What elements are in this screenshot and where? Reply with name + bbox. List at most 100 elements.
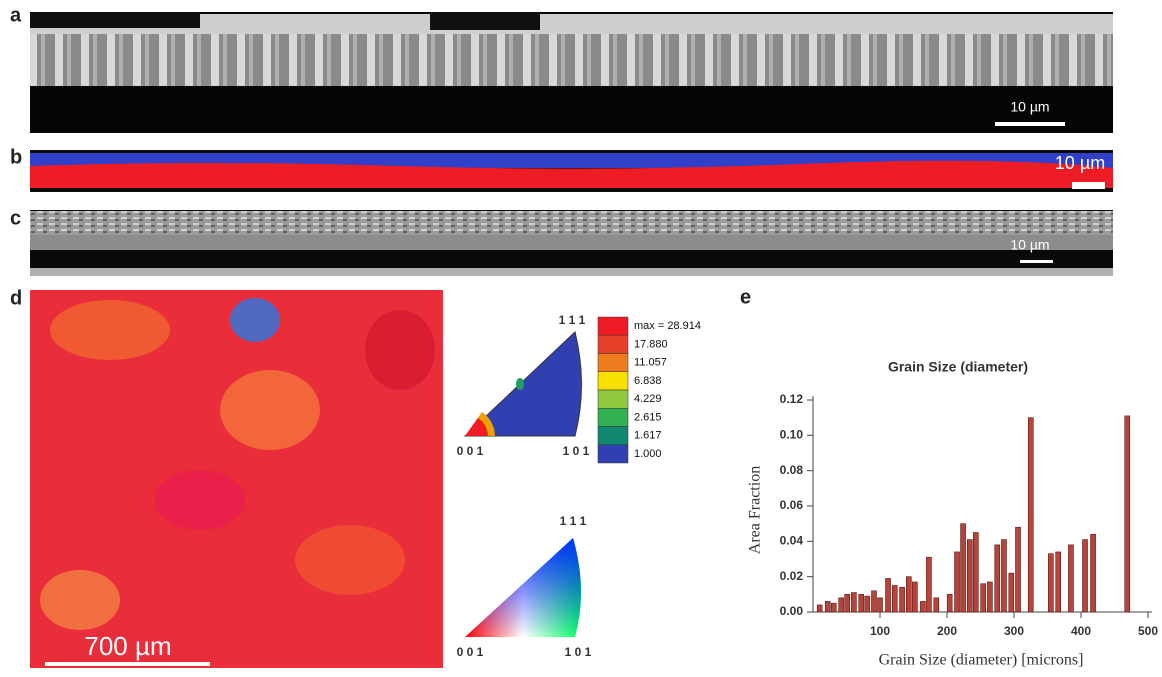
bar [1090,533,1096,613]
legend-label: 2.615 [634,411,662,423]
x-tick-label: 500 [1138,624,1158,638]
bar [830,602,837,613]
bar [954,551,960,613]
bar [824,601,831,613]
x-tick-label: 400 [1071,624,1091,638]
corner-label: 1 1 1 [559,313,586,327]
bar [966,539,973,613]
legend-label: 17.880 [634,338,668,350]
bar [1008,572,1015,613]
bar [1015,526,1021,613]
y-tick-label: 0.12 [780,392,804,406]
panel-label: c [10,207,21,229]
y-tick-label: 0.00 [780,604,804,618]
plot: 0.00 0.02 0.04 0.06 0.08 0.10 0.12 100 200 300 400… [780,392,1159,638]
panel-label: d [10,287,22,309]
legend-swatch [597,408,629,427]
bar [920,601,926,613]
bar [1048,553,1054,613]
legend-label: 6.838 [634,375,662,387]
legend-swatch [597,371,629,391]
bar [933,597,940,613]
chart-title: Grain Size (diameter) [888,359,1028,375]
bar [899,586,905,613]
bar [871,590,877,613]
x-tick-label: 300 [1004,624,1024,638]
grain [295,525,405,595]
contour-legend: max = 28.914 17.880 11.057 6.838 4.229 2.615 1… [597,316,701,464]
bar [1068,544,1074,613]
bar [858,594,865,613]
y-tick-label: 0.02 [780,569,804,583]
bar [864,595,871,613]
substrate [30,268,1113,276]
bar [946,594,953,613]
triangle [465,538,582,637]
legend-label: max = 28.914 [634,320,701,332]
legend-swatch [597,426,629,445]
legend-swatch [597,444,629,464]
scale-label: 10 µm [1010,99,1049,115]
panel-label: a [10,4,22,26]
corner-label: 1 0 1 [563,444,590,458]
y-tick-label: 0.06 [780,498,804,512]
panel-c: 10 µm c [10,207,1113,276]
corner-label: 1 0 1 [565,645,592,659]
panel-d: 700 µm d [10,287,443,668]
bar [891,585,898,613]
legend-swatch [597,335,629,354]
scale-bar [1020,260,1053,263]
legend-swatch [597,353,629,372]
panel-label: e [740,286,751,308]
grain [155,470,245,530]
legend-label: 11.057 [634,357,667,369]
surface [30,14,1113,36]
bar [1082,539,1088,613]
bar [960,523,966,613]
bar [1001,539,1007,613]
grain [365,310,435,390]
corner-label: 0 0 1 [457,645,484,659]
grain [220,370,320,450]
corner-label: 0 0 1 [457,444,484,458]
bar [980,583,986,613]
bar [851,592,857,613]
panel-b: 10 µm b [10,146,1113,192]
surface [30,211,1113,235]
void [430,12,540,30]
grain [40,570,120,630]
bar [912,581,918,613]
bar [1055,551,1062,613]
bar [816,604,823,613]
panel-label: b [10,146,22,168]
y-tick-label: 0.10 [780,428,804,442]
red-layer [30,160,1113,188]
y-tick-label: 0.08 [780,463,804,477]
bar [844,594,850,613]
columns [30,34,1113,86]
legend-label: 1.617 [634,430,662,442]
legend-label: 4.229 [634,393,662,405]
contour [465,418,488,436]
bar [1124,415,1131,613]
film [30,235,1113,250]
bar [906,576,912,613]
bar [877,597,883,613]
bar [973,532,979,613]
panel-a: 10 µm a [10,4,1113,133]
scale-bar [995,122,1065,126]
bar [1027,417,1034,613]
bar [926,556,932,613]
y-tick-label: 0.04 [780,534,804,548]
x-axis-label: Grain Size (diameter) [microns] [879,652,1084,669]
y-axis-label: Area Fraction [747,466,764,554]
scale-label: 700 µm [84,631,171,661]
grain [50,300,170,360]
scale-label: 10 µm [1010,237,1049,253]
ipf-contour: 1 1 1 0 0 1 1 0 1 [457,313,590,458]
bar [994,544,1001,613]
bar [987,581,993,613]
ipf-color: 1 1 1 0 0 1 1 0 1 [457,514,592,659]
scale-label: 10 µm [1055,153,1105,173]
grain [230,298,280,342]
